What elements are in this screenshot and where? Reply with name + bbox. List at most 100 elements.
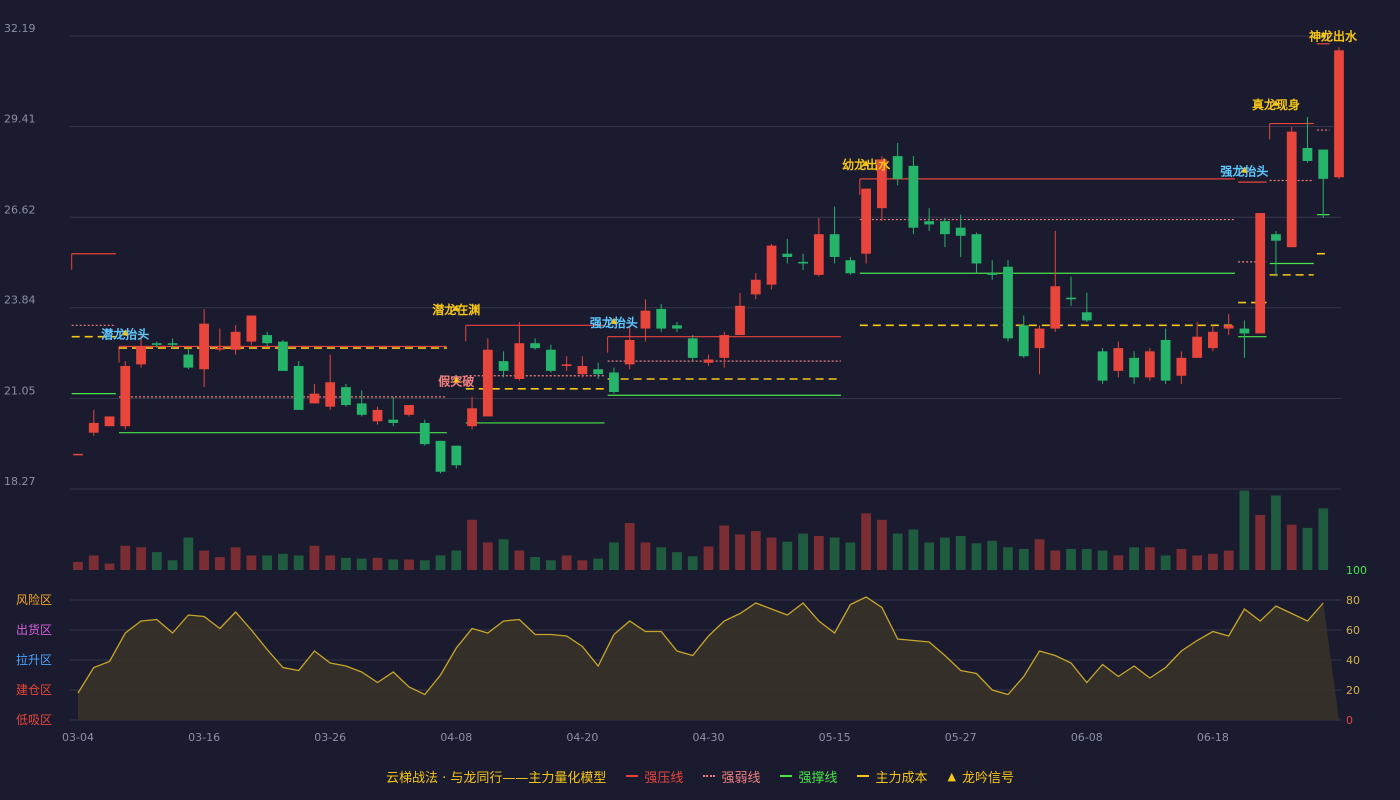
volume-bar [545, 560, 556, 570]
date-tick-label: 03-04 [62, 731, 94, 744]
candle-up [325, 382, 336, 407]
volume-bar [1113, 555, 1124, 570]
osc-tick-label: 20 [1346, 684, 1360, 697]
legend-item-label: 主力成本 [875, 770, 928, 786]
volume-bar [467, 519, 477, 570]
volume-bar [845, 542, 856, 570]
volume-bar [861, 513, 872, 570]
candle-up [624, 339, 635, 365]
osc-tick-label: 0 [1346, 714, 1353, 727]
price-tick-label: 18.27 [4, 475, 36, 488]
date-tick-label: 05-27 [945, 731, 977, 744]
candle-down [1066, 297, 1076, 300]
legend-item-label: 强撑线 [798, 770, 838, 786]
candle-up [1034, 328, 1045, 349]
osc-tick-label: 60 [1346, 624, 1360, 637]
signal-triangle-icon [610, 317, 617, 324]
candle-up [735, 305, 745, 336]
legend-item: 强压线 [626, 767, 683, 786]
signal-triangle-icon [1272, 99, 1279, 106]
volume-bar [561, 555, 572, 570]
oscillator-line [77, 596, 1324, 696]
signal-triangle-icon [1320, 31, 1327, 38]
osc-tick-label: 40 [1346, 654, 1360, 667]
volume-bar [341, 557, 351, 570]
candle-down [798, 261, 808, 264]
candle-down [498, 361, 509, 371]
volume-bar [356, 558, 367, 570]
candle-up [1144, 351, 1155, 378]
volume-bars [73, 490, 1329, 570]
legend-item: ▲ 龙吟信号 [947, 767, 1013, 786]
candle-up [404, 405, 414, 415]
volume-bar [498, 539, 509, 570]
candle-up [1208, 331, 1218, 349]
volume-bar [1066, 548, 1076, 570]
volume-bar [1239, 490, 1250, 570]
axis-labels: 32.19 29.41 26.62 23.84 21.05 18.27 100 80 风险区 60… [4, 22, 1367, 744]
candle-down [987, 273, 998, 275]
candle-down [545, 349, 556, 371]
candle-up [467, 408, 477, 427]
volume-bar [1223, 550, 1234, 570]
volume-bar [908, 529, 919, 570]
volume-bar [73, 561, 83, 570]
candle-down [167, 343, 178, 345]
candle-down [451, 445, 462, 466]
candle-down [388, 419, 399, 423]
date-tick-label: 03-26 [314, 731, 346, 744]
date-tick-label: 05-15 [819, 731, 851, 744]
candle-up [88, 422, 99, 433]
volume-bar [1097, 550, 1108, 570]
signal-labels: 潜龙抬头潜龙在渊假突破强龙抬头幼龙出水强龙抬头真龙现身神龙出水 [101, 29, 1358, 389]
volume-bar [1192, 555, 1203, 570]
legend-item-label: 强压线 [644, 770, 684, 786]
volume-bar [435, 555, 446, 570]
candle-up [136, 346, 146, 365]
volume-bar [530, 557, 540, 570]
legend-swatch [626, 775, 639, 777]
volume-bar [388, 559, 399, 570]
candle-up [1176, 357, 1187, 376]
candle-down [971, 234, 982, 264]
candle-down [924, 221, 935, 225]
candle-up [861, 188, 872, 254]
candle-up [246, 315, 257, 342]
candle-down [782, 253, 793, 257]
candlesticks [73, 47, 1344, 474]
legend-item-label: 龙吟信号 [961, 770, 1014, 786]
volume-bar [104, 563, 115, 570]
volume-bar [246, 555, 257, 570]
candle-down [151, 343, 162, 345]
volume-bar [1271, 495, 1281, 570]
volume-bar [1018, 548, 1029, 570]
oscillator-panel [77, 596, 1339, 720]
osc-zone-label: 出货区 [16, 622, 52, 637]
signal-triangle-icon [1241, 166, 1248, 173]
candle-down [1081, 312, 1092, 321]
signal-triangle-icon [863, 160, 870, 167]
candle-up [73, 453, 83, 456]
candle-up [577, 365, 588, 375]
date-tick-label: 04-30 [693, 731, 725, 744]
volume-bar [183, 537, 194, 570]
signal-label: 神龙出水 [1309, 29, 1358, 44]
volume-max-label: 100 [1346, 564, 1367, 577]
candle-up [813, 234, 824, 275]
volume-bar [1129, 547, 1139, 570]
date-tick-label: 04-08 [440, 731, 472, 744]
volume-bar [877, 519, 887, 570]
candle-down [183, 354, 194, 368]
price-tick-label: 23.84 [4, 294, 36, 307]
candle-up [1255, 213, 1266, 334]
volume-bar [672, 552, 682, 570]
candle-up [1286, 131, 1297, 248]
volume-bar [924, 542, 935, 570]
volume-bar [829, 537, 840, 570]
candle-up [230, 331, 241, 350]
volume-bar [88, 555, 99, 570]
volume-bar [813, 535, 824, 570]
candle-up [561, 364, 572, 366]
volume-bar [151, 552, 162, 570]
